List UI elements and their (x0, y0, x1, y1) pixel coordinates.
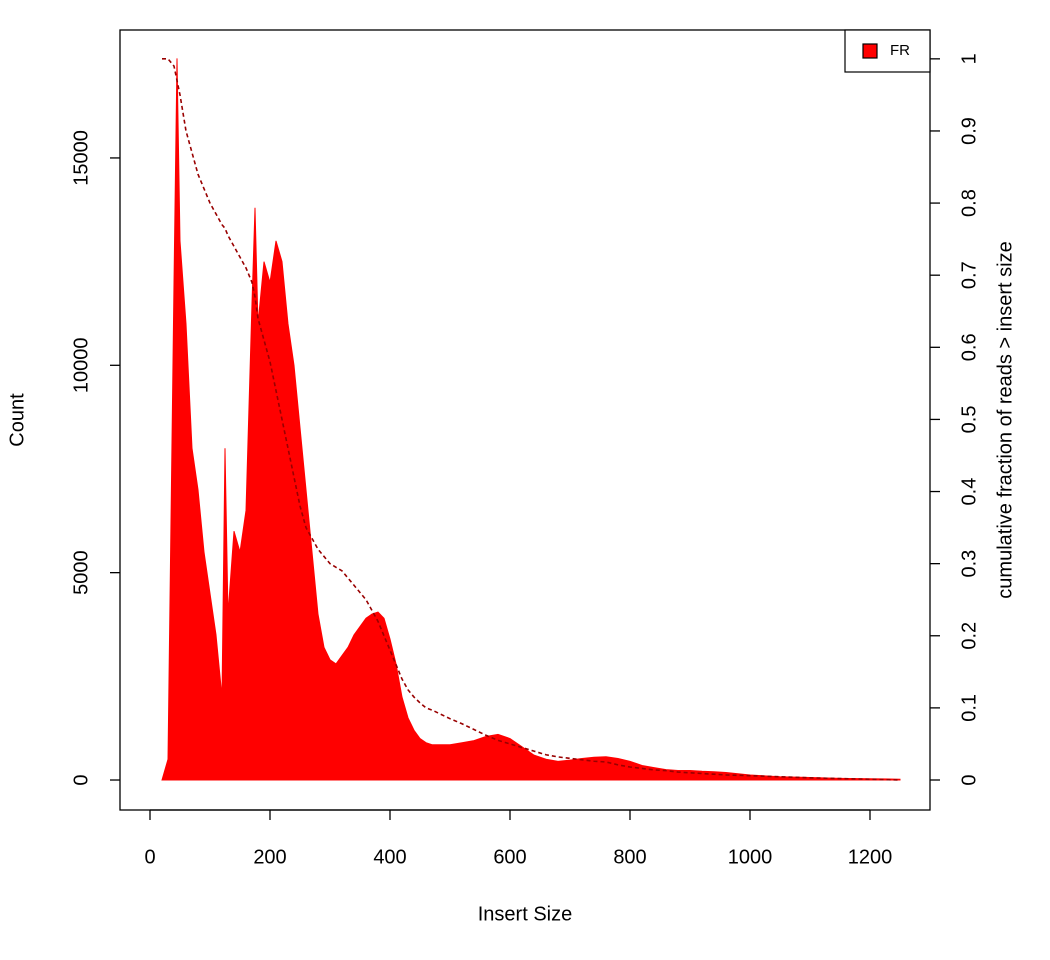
y2-tick-label: 0.7 (958, 261, 980, 289)
x-tick-label: 1200 (848, 846, 893, 868)
y-tick-label: 0 (70, 774, 92, 785)
legend-box (844, 29, 931, 73)
y-tick-label: 15000 (70, 130, 92, 186)
y-axis-label: Count (6, 393, 28, 447)
y2-tick-label: 0.2 (958, 622, 980, 650)
y2-tick-label: 0 (958, 774, 980, 785)
y2-tick-label: 0.3 (958, 550, 980, 578)
y-tick-label: 10000 (70, 337, 92, 393)
y2-tick-label: 0.1 (958, 694, 980, 722)
legend-label: FR (890, 42, 910, 59)
x-axis-label: Insert Size (478, 903, 572, 925)
x-tick-label: 800 (613, 846, 646, 868)
y2-tick-label: 0.9 (958, 117, 980, 145)
x-tick-label: 600 (493, 846, 526, 868)
x-tick-label: 1000 (728, 846, 773, 868)
x-tick-label: 200 (253, 846, 286, 868)
y2-tick-label: 0.4 (958, 478, 980, 506)
x-tick-label: 400 (373, 846, 406, 868)
histogram-area (161, 58, 901, 781)
y-tick-label: 5000 (70, 550, 92, 595)
legend-swatch (862, 43, 878, 59)
x-tick-label: 0 (144, 846, 155, 868)
y2-tick-label: 0.8 (958, 189, 980, 217)
y2-tick-label: 0.5 (958, 406, 980, 434)
y2-tick-label: 1 (958, 53, 980, 64)
y2-axis-label: cumulative fraction of reads > insert si… (994, 241, 1016, 598)
y2-tick-label: 0.6 (958, 333, 980, 361)
